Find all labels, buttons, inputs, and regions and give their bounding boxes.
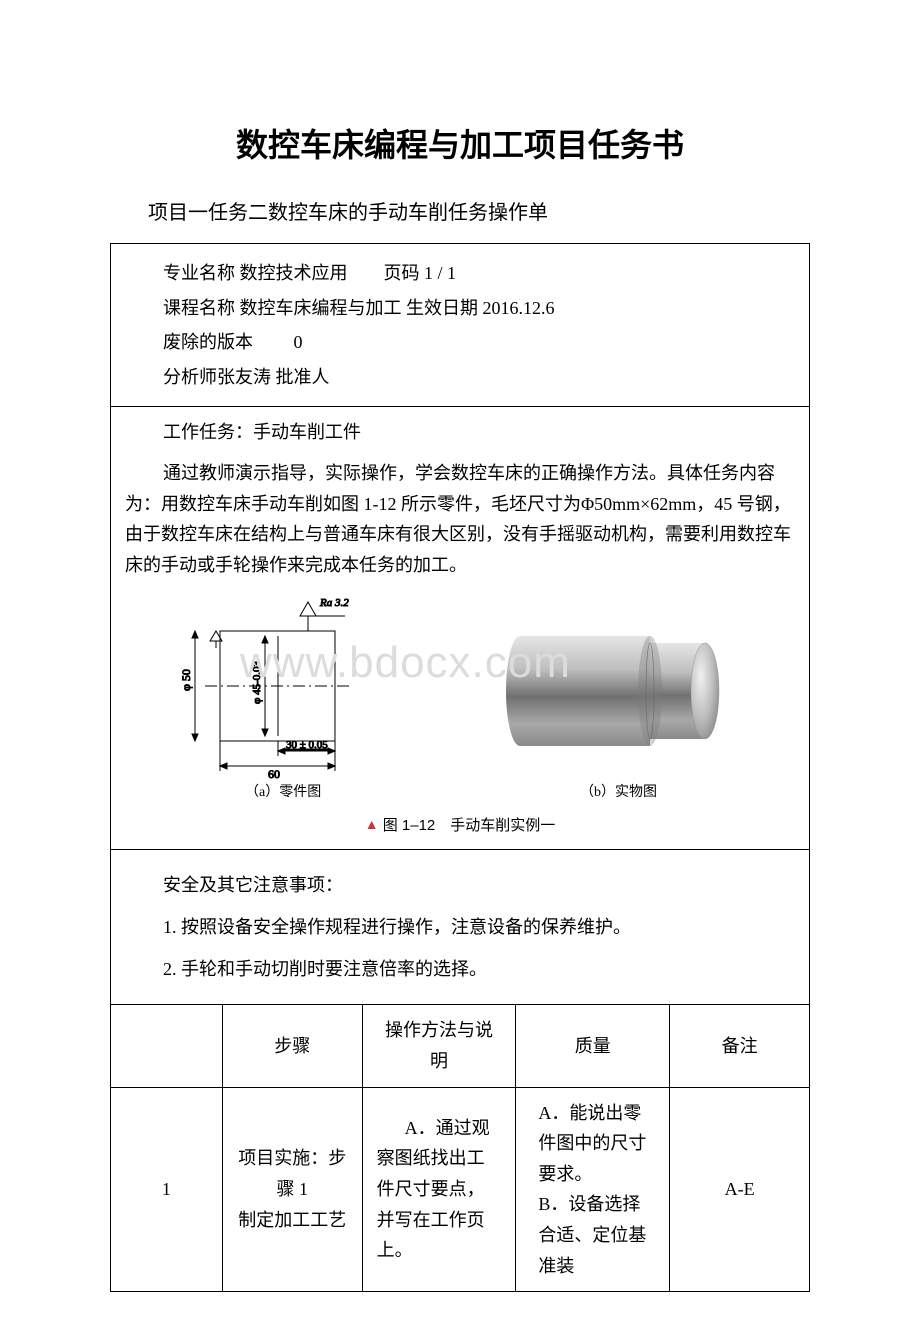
safety-item-1: 1. 按照设备安全操作规程进行操作，注意设备的保养维护。	[125, 910, 795, 944]
caption-b: （b）实物图	[580, 784, 657, 800]
header-line-4: 分析师张友涛 批准人	[125, 362, 795, 393]
header-block: 专业名称 数控技术应用 页码 1 / 1 课程名称 数控车床编程与加工 生效日期…	[111, 244, 810, 407]
dim-60: 60	[268, 767, 280, 781]
part-drawing: Ra 3.2	[179, 597, 350, 781]
header-line-3: 废除的版本 0	[125, 327, 795, 358]
task-heading: 工作任务：手动车削工件	[125, 417, 795, 448]
figure-1-12: www.bdocx.com R	[125, 586, 795, 839]
col-header-5: 备注	[670, 1005, 810, 1087]
row1-c5: A-E	[670, 1087, 810, 1292]
header-line-2: 课程名称 数控车床编程与加工 生效日期 2016.12.6	[125, 293, 795, 324]
row1-c2: 项目实施：步骤 1 制定加工工艺	[222, 1087, 362, 1292]
caption-arrow-icon: ▲	[365, 816, 379, 832]
row1-c1: 1	[111, 1087, 223, 1292]
figure-caption-text: 图 1–12 手动车削实例一	[383, 817, 556, 834]
main-table: 专业名称 数控技术应用 页码 1 / 1 课程名称 数控车床编程与加工 生效日期…	[110, 243, 810, 1292]
safety-item-2: 2. 手轮和手动切削时要注意倍率的选择。	[125, 952, 795, 986]
document-page: 数控车床编程与加工项目任务书 项目一任务二数控车床的手动车削任务操作单 专业名称…	[0, 0, 920, 1332]
dim-phi50: φ 50	[179, 669, 193, 691]
document-subtitle: 项目一任务二数控车床的手动车削任务操作单	[148, 196, 810, 225]
ra-label: Ra 3.2	[319, 597, 349, 609]
header-line-1: 专业名称 数控技术应用 页码 1 / 1	[125, 258, 795, 289]
task-block: 工作任务：手动车削工件 通过教师演示指导，实际操作，学会数控车床的正确操作方法。…	[111, 407, 810, 849]
row1-c4: A．能说出零件图中的尺寸要求。 B．设备选择合适、定位基准装	[516, 1087, 670, 1292]
document-title: 数控车床编程与加工项目任务书	[110, 120, 810, 166]
dim-phi45: φ 45-0.03	[251, 661, 263, 705]
steps-row-1: 1 项目实施：步骤 1 制定加工工艺 A．通过观察图纸找出工件尺寸要点，并写在工…	[111, 1087, 810, 1292]
solid-render	[506, 636, 719, 746]
col-header-4: 质量	[516, 1005, 670, 1087]
safety-heading: 安全及其它注意事项：	[125, 868, 795, 902]
figure-svg: Ra 3.2	[150, 586, 770, 811]
steps-header-row: 步骤 操作方法与说明 质量 备注	[111, 1005, 810, 1087]
caption-a: （a）零件图	[245, 784, 321, 800]
dim-30: 30 ± 0.05	[286, 739, 328, 751]
task-body: 通过教师演示指导，实际操作，学会数控车床的正确操作方法。具体任务内容为：用数控车…	[125, 458, 795, 580]
figure-main-caption: ▲ 图 1–12 手动车削实例一	[125, 813, 795, 839]
row1-c3: A．通过观察图纸找出工件尺寸要点，并写在工作页上。	[362, 1087, 516, 1292]
col-header-2: 步骤	[222, 1005, 362, 1087]
col-header-3: 操作方法与说明	[362, 1005, 516, 1087]
col-header-1	[111, 1005, 223, 1087]
safety-block: 安全及其它注意事项： 1. 按照设备安全操作规程进行操作，注意设备的保养维护。 …	[111, 849, 810, 1005]
